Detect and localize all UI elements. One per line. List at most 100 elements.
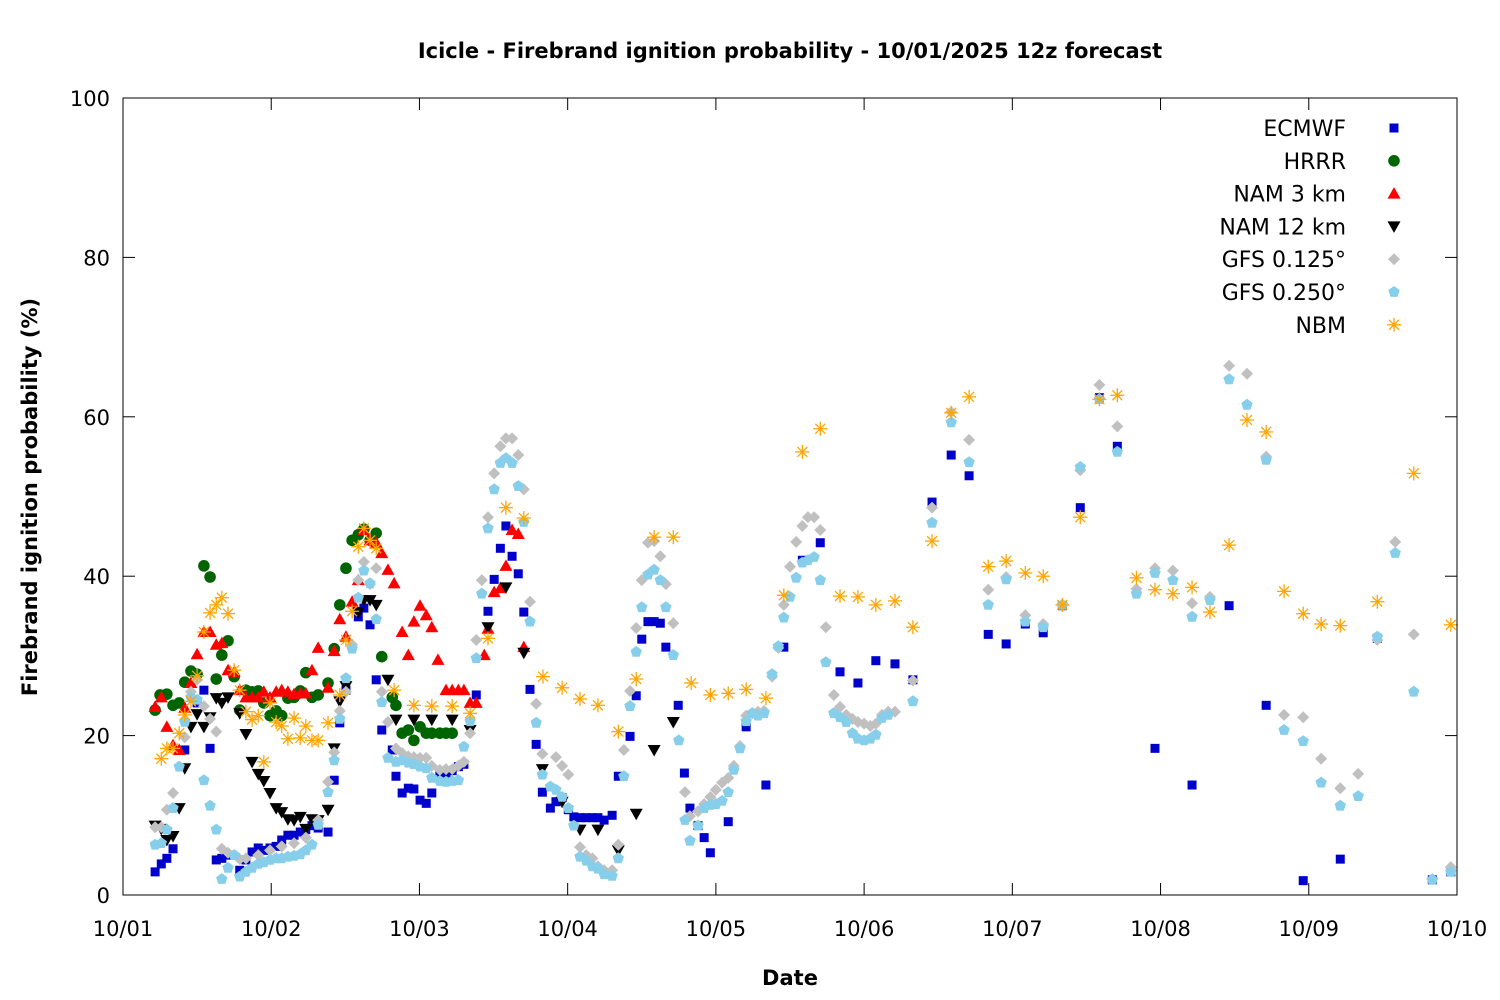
data-point (464, 727, 477, 740)
x-tick-label: 10/09 (1279, 917, 1340, 941)
data-point (322, 775, 335, 788)
data-point (813, 421, 828, 436)
data-point (820, 656, 832, 668)
data-point (905, 620, 920, 635)
data-point (870, 728, 882, 740)
data-point (667, 617, 680, 630)
data-point (476, 587, 488, 599)
data-point (647, 744, 661, 757)
data-point (381, 716, 394, 729)
data-point (1408, 685, 1420, 697)
data-point (375, 685, 388, 698)
data-point (1223, 373, 1235, 385)
data-point (251, 708, 266, 723)
x-tick-label: 10/01 (93, 917, 154, 941)
data-point (1001, 639, 1011, 649)
data-point (221, 692, 235, 704)
data-point (183, 694, 198, 709)
data-point (232, 683, 247, 698)
data-point (531, 739, 541, 749)
data-point (256, 754, 271, 769)
data-point (245, 756, 259, 769)
data-point (156, 859, 166, 869)
data-point (1352, 767, 1365, 780)
data-point (1278, 724, 1290, 735)
data-point (1406, 466, 1421, 481)
data-point (204, 799, 216, 811)
data-point (684, 834, 696, 846)
data-point (1055, 597, 1070, 612)
data-point (334, 712, 346, 724)
data-point (356, 521, 371, 536)
data-point (257, 776, 271, 788)
data-point (1222, 538, 1237, 553)
data-point (299, 686, 313, 699)
data-point (982, 598, 994, 610)
legend-marker (1387, 187, 1401, 199)
data-point (795, 444, 810, 459)
data-point (190, 647, 204, 660)
legend-marker (1389, 123, 1399, 133)
data-point (178, 731, 191, 744)
data-point (766, 668, 778, 680)
data-point (391, 771, 401, 781)
data-point (216, 649, 228, 661)
data-point (420, 762, 432, 774)
data-point (204, 571, 216, 583)
data-point (365, 620, 375, 630)
data-point (1092, 392, 1107, 407)
data-point (445, 714, 459, 727)
data-point (871, 656, 881, 666)
data-point (155, 837, 167, 848)
data-point (507, 551, 517, 561)
data-point (1443, 617, 1458, 632)
data-point (591, 824, 605, 837)
data-point (421, 798, 431, 808)
data-point (227, 663, 242, 678)
data-point (796, 519, 809, 532)
data-point (1334, 782, 1347, 795)
data-point (446, 727, 458, 740)
data-point (322, 786, 334, 797)
data-point (274, 719, 289, 734)
data-point (1298, 876, 1308, 886)
data-point (445, 699, 460, 714)
data-point (906, 674, 919, 687)
data-point (1371, 630, 1383, 642)
data-point (1019, 615, 1031, 627)
data-point (162, 853, 172, 863)
data-point (403, 783, 413, 793)
data-point (1186, 597, 1199, 610)
data-point (216, 873, 228, 884)
data-point (505, 523, 519, 535)
data-point (850, 589, 865, 604)
data-point (488, 467, 501, 480)
data-point (808, 511, 821, 524)
data-point (306, 838, 318, 850)
data-point (631, 691, 641, 701)
data-point (257, 685, 271, 697)
data-point (395, 625, 409, 637)
data-point (1202, 605, 1217, 620)
data-point (643, 617, 653, 627)
data-point (814, 523, 827, 536)
data-point (636, 601, 648, 613)
x-axis-label: Date (762, 966, 818, 990)
y-tick-label: 60 (83, 406, 110, 430)
data-point (741, 722, 751, 732)
legend: ECMWF HRRR NAM 3 km NAM 12 km GFS 0.125° GFS … (1219, 117, 1401, 339)
data-point (555, 680, 570, 695)
x-tick-label: 10/04 (537, 917, 598, 941)
data-point (198, 560, 210, 572)
data-point (499, 582, 513, 594)
data-point (1277, 584, 1292, 599)
data-point (457, 683, 471, 696)
data-point (624, 700, 636, 711)
data-point (440, 763, 453, 776)
data-point (217, 853, 227, 863)
data-point (758, 691, 773, 706)
data-point (963, 433, 976, 446)
data-point (679, 768, 689, 778)
x-tick-label: 10/10 (1427, 917, 1488, 941)
data-point (425, 714, 439, 727)
